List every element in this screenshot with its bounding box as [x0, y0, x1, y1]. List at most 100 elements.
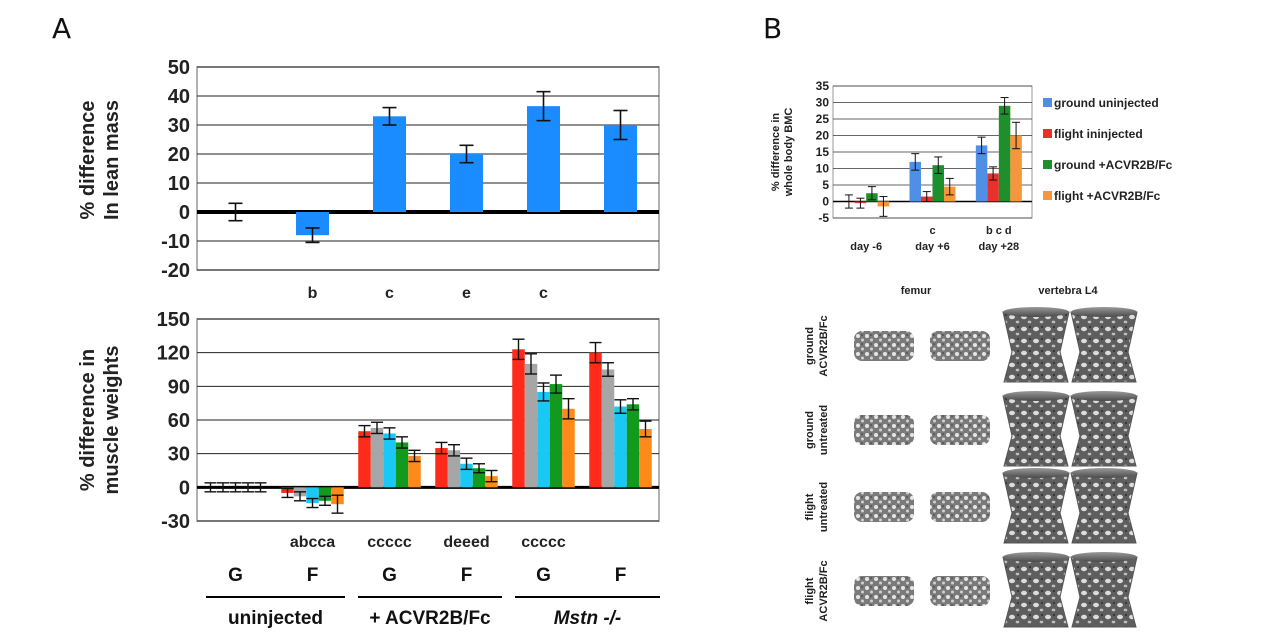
muscle-error-bar [254, 482, 267, 493]
bone-row-label-line2: ACVR2B/Fc [818, 315, 830, 376]
bmc-error-bar [934, 156, 943, 174]
lean-ytick: 50 [168, 57, 190, 79]
muscle-group-label: F [307, 565, 319, 586]
bone-row-label-line1: flight [804, 577, 816, 604]
lean-ytick: 30 [168, 115, 190, 137]
muscle-error-bar [281, 487, 294, 499]
vertebra-body [1070, 472, 1138, 544]
treatment-label: + ACVR2B/Fc [369, 608, 491, 629]
muscle-bar [435, 448, 448, 488]
muscle-error-bar [602, 362, 614, 377]
vertebra-image [1002, 307, 1070, 383]
muscle-bar [524, 363, 538, 488]
muscle-error-bar [512, 338, 525, 361]
treatment-label: uninjected [228, 608, 323, 629]
muscle-error-bar [473, 463, 485, 474]
bmc-ytick: 0 [822, 195, 829, 209]
vertebra-endplate [1003, 552, 1069, 562]
bmc-legend-swatch [1043, 191, 1052, 200]
muscle-ytick: 60 [168, 410, 190, 432]
muscle-error-bar [204, 482, 217, 493]
muscle-significance-letters: deeed [443, 534, 489, 551]
lean-ytick: -10 [161, 231, 190, 253]
muscle-bar [370, 427, 384, 488]
bmc-error-bar [922, 191, 931, 202]
vertebra-body [1002, 395, 1070, 467]
treatment-label: Mstn -/- [554, 608, 622, 629]
bmc-error-bar [977, 136, 986, 155]
muscle-bar [447, 450, 461, 488]
femur-image [930, 576, 990, 606]
lean-significance-letter: b [308, 285, 318, 302]
vertebra-endplate [1003, 468, 1069, 478]
vertebra-image [1002, 552, 1070, 628]
muscle-error-bar [217, 482, 229, 493]
lean-error-bar [613, 109, 628, 141]
lean-mass-chart: 50 40 30 20 10 0 -10 -20 b c e c % difference In l… [77, 57, 660, 302]
vertebra-body [1002, 556, 1070, 628]
bmc-category-label: day +6 [915, 241, 950, 253]
lean-error-bar [536, 90, 551, 122]
vertebra-image [1070, 468, 1138, 544]
bmc-error-bar [945, 177, 954, 196]
femur-image [930, 492, 990, 522]
lean-ytick: 0 [179, 202, 190, 224]
femur-image [930, 415, 990, 445]
lean-ytick: 10 [168, 173, 190, 195]
vertebra-image [1070, 552, 1138, 628]
bmc-bar [998, 105, 1011, 202]
bmc-bar [932, 165, 944, 202]
bmc-ylabel-line1: % difference in [770, 113, 782, 192]
muscle-bar [626, 404, 640, 488]
bmc-error-bar [856, 197, 865, 209]
bmc-error-bar [844, 194, 853, 209]
muscle-bar [639, 428, 652, 488]
bmc-error-bar [879, 196, 888, 217]
lean-error-bar [382, 106, 397, 126]
muscle-weights-chart: 150 120 90 60 30 0 -30 abcca ccccc deeed ccccc G F… [77, 309, 660, 629]
muscle-significance-letters: ccccc [367, 534, 412, 551]
muscle-error-bar [331, 494, 344, 514]
vertebra-endplate [1003, 391, 1069, 401]
muscle-error-bar [460, 457, 473, 471]
muscle-error-bar [525, 353, 537, 375]
bmc-ytick: 5 [822, 178, 829, 192]
vertebra-image [1002, 391, 1070, 467]
lean-bar [373, 116, 406, 212]
lean-bar [296, 212, 329, 236]
bmc-bar [987, 173, 999, 202]
vertebra-body [1002, 472, 1070, 544]
bmc-legend-swatch [1043, 160, 1052, 169]
vertebra-image [1070, 391, 1138, 467]
bmc-chart: 35 30 25 20 15 10 5 0 -5 day -6 c day +6 b c d day +… [770, 79, 1173, 253]
muscle-ylabel-line2: muscle weights [101, 346, 123, 495]
femur-header: femur [901, 285, 932, 297]
muscle-bar [601, 369, 615, 488]
bmc-error-bar [1012, 121, 1021, 150]
muscle-significance-letters: ccccc [521, 534, 566, 551]
muscle-significance-letters: abcca [290, 534, 335, 551]
bmc-ytick: 25 [816, 112, 830, 126]
muscle-group-label: G [228, 565, 243, 586]
vertebra-endplate [1071, 391, 1137, 401]
bmc-legend-label: ground +ACVR2B/Fc [1054, 158, 1173, 172]
bmc-ytick: -5 [818, 211, 829, 225]
vertebra-image [1070, 307, 1138, 383]
bmc-ytick: 30 [816, 96, 830, 110]
panel-label-b: B [763, 12, 782, 45]
panel-label-a: A [52, 12, 71, 45]
muscle-error-bar [550, 374, 562, 394]
muscle-error-bar [639, 420, 652, 438]
vertebra-endplate [1003, 307, 1069, 317]
femur-image [854, 415, 914, 445]
bone-row-label-line2: untreated [818, 405, 830, 455]
vertebra-body [1002, 311, 1070, 383]
lean-error-bar [459, 144, 474, 164]
muscle-ytick: 150 [157, 309, 190, 331]
muscle-bar [614, 406, 627, 488]
bmc-legend-swatch [1043, 98, 1052, 107]
lean-error-bar [228, 202, 243, 222]
muscle-error-bar [383, 427, 396, 440]
lean-significance-letter: c [385, 285, 394, 302]
